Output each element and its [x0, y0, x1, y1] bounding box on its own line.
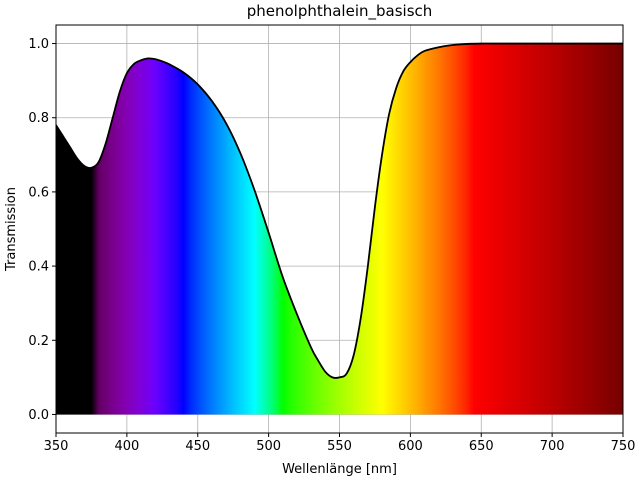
y-tick-label: 0.4 — [28, 260, 49, 275]
y-tick-label: 0.2 — [28, 334, 49, 349]
x-tick-label: 550 — [327, 439, 352, 454]
x-tick-label: 400 — [114, 439, 139, 454]
x-axis-label: Wellenlänge [nm] — [282, 462, 397, 477]
x-tick-label: 650 — [469, 439, 494, 454]
x-tick-label: 450 — [185, 439, 210, 454]
y-tick-label: 0.8 — [28, 111, 49, 126]
x-tick-label: 700 — [540, 439, 565, 454]
y-tick-label: 0.6 — [28, 185, 49, 200]
plot-area — [55, 24, 624, 434]
transmission-curve — [56, 42, 623, 379]
y-axis-label: Transmission — [4, 187, 19, 272]
y-tick-label: 0.0 — [28, 408, 49, 423]
x-axis: 350 400 450 500 550 600 650 700 750 — [44, 433, 636, 454]
y-axis: 0.0 0.2 0.4 0.6 0.8 1.0 — [28, 37, 56, 423]
y-tick-label: 1.0 — [28, 37, 49, 52]
x-tick-label: 350 — [44, 439, 69, 454]
x-tick-label: 750 — [611, 439, 636, 454]
x-tick-label: 500 — [256, 439, 281, 454]
chart-title: phenolphthalein_basisch — [247, 2, 433, 21]
x-tick-label: 600 — [398, 439, 423, 454]
